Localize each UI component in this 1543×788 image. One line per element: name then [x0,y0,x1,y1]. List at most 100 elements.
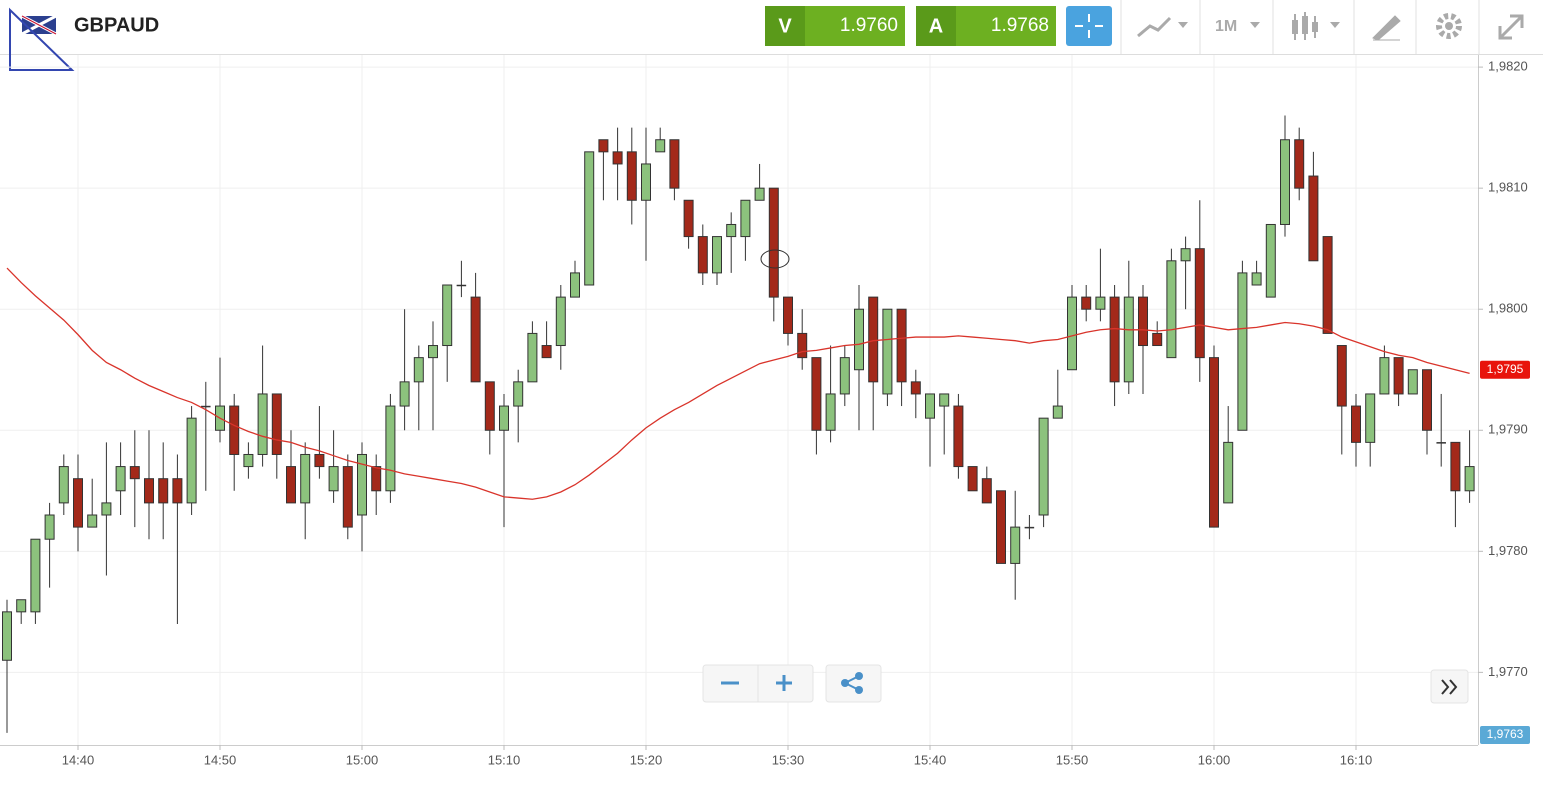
symbol: GBPAUD [74,14,159,36]
candle-body [697,236,708,274]
candle-body [144,478,154,504]
candle-body [754,187,765,201]
cursor [760,249,790,269]
x-tick-label: 15:00 [346,752,379,767]
candle-body [1024,526,1035,529]
axes: 1,9770 1,9780 1,9790 1,9800 1,9810 1,9820 14:4… [62,59,1530,767]
candle-body [797,332,808,359]
candle-body [641,163,651,201]
candle-body [172,478,183,504]
y-tick-label: 1,9800 [1488,301,1528,316]
candle-body [1251,272,1262,286]
y-tick-label: 1,9810 [1488,180,1528,195]
candle-body [768,187,779,298]
candle-body [2,611,12,661]
candle-icon[interactable] [1292,12,1318,40]
draw-icon[interactable] [1372,15,1401,41]
candle-body [1138,296,1148,347]
candle-body [726,223,737,238]
x-tick-label: 15:30 [772,752,805,767]
candle-body [783,296,793,334]
candle-body [1422,369,1432,431]
candle-body [1067,296,1077,371]
candle-body [314,453,325,468]
candle-body [399,381,410,407]
price-marker-label: 1,9795 [1487,362,1524,376]
candle-body [499,405,509,431]
share-lines [844,675,860,691]
candle-body [1081,296,1092,310]
settings-icon[interactable] [1436,13,1462,39]
grid [0,55,1478,745]
candle-body [712,236,722,274]
sell-button-label-bg [765,6,805,46]
scroll-right-icon [1441,679,1458,695]
candle-body [570,272,580,298]
candle-body [1109,296,1120,383]
candle-body [115,466,126,492]
y-tick-label: 1,9780 [1488,543,1528,558]
dropdown-arrow [1178,22,1188,28]
price-marker [1480,726,1530,744]
moving-average [6,267,1470,500]
candle-body [44,514,55,540]
candle-body [1322,236,1333,334]
candle-body [201,405,211,408]
candle-body [101,502,112,516]
dropdown-arrow [1250,22,1260,28]
candle-body [342,466,353,528]
candle-body [385,405,396,492]
candle-body [229,405,240,455]
candle-body [257,393,268,455]
candle-body [30,538,41,613]
candle-body [1237,272,1248,431]
candle-body [271,393,282,455]
zoom-in[interactable] [776,675,792,691]
candle-body [1209,357,1219,528]
timeframe[interactable]: 1M [1215,18,1237,35]
fullscreen-icon[interactable] [1498,14,1524,40]
x-tick-label: 16:00 [1198,752,1231,767]
candle-body [1365,393,1376,443]
candle-body [1436,442,1446,444]
flag-cross-red [21,15,57,35]
candle-body [428,345,438,359]
candle-body [413,357,424,383]
candle-body [16,599,27,613]
candle-body [87,514,98,528]
candle-body [996,490,1006,564]
candle-body [456,284,467,287]
buy-price: 1.9768 [991,15,1049,36]
candle-body [328,466,339,492]
candle-body [1265,223,1276,298]
candle-body [442,284,453,347]
candle-body [612,151,623,165]
x-tick-label: 14:40 [62,752,95,767]
candle-body [1180,248,1191,262]
candle-body [357,453,367,516]
candle-body [868,296,879,383]
price-marker-label: 1,9763 [1487,727,1524,741]
crosshair-button[interactable] [1066,6,1112,46]
candle-body [1123,296,1134,383]
candle-body [484,381,495,431]
chart-type-icon[interactable] [1137,16,1172,38]
candle-body [158,478,169,504]
candle-body [1308,175,1319,262]
candle-body [1095,296,1106,310]
candle-body [626,151,637,201]
sell-label: V [778,15,792,37]
x-tick-label: 15:20 [630,752,663,767]
scroll-right-button[interactable] [1430,669,1469,704]
share-button[interactable] [825,664,882,703]
candle-body [1010,526,1021,564]
x-tick-label: 15:40 [914,752,947,767]
toolbar-separators [1120,0,1480,54]
candle-body [683,199,694,238]
price-marker [1480,360,1530,379]
candle-body [854,308,864,371]
y-tick-label: 1,9770 [1488,664,1528,679]
candle-body [371,466,382,492]
candle-body [1166,260,1177,359]
